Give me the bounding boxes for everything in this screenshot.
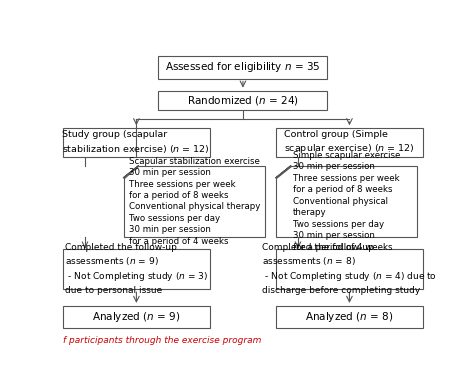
Text: Study group (scapular
stabilization exercise) ($n$ = 12): Study group (scapular stabilization exer… [63,131,210,154]
Text: Completed the follow-up
assessments ($n$ = 8)
 - Not Completing study ($n$ = 4) : Completed the follow-up assessments ($n$… [262,243,437,295]
FancyBboxPatch shape [158,56,328,79]
Text: Simple scapular exercise
30 min per session
Three sessions per week
for a period: Simple scapular exercise 30 min per sess… [293,151,401,251]
Text: Analyzed ($n$ = 8): Analyzed ($n$ = 8) [305,310,393,324]
Polygon shape [124,166,265,237]
FancyBboxPatch shape [63,249,210,289]
Text: Completed the follow-up
assessments ($n$ = 9)
 - Not Completing study ($n$ = 3)
: Completed the follow-up assessments ($n$… [65,243,208,295]
FancyBboxPatch shape [276,128,423,157]
FancyBboxPatch shape [158,91,328,110]
FancyBboxPatch shape [63,306,210,328]
Text: Control group (Simple
scapular exercise) ($n$ = 12): Control group (Simple scapular exercise)… [284,130,415,155]
Text: Randomized ($n$ = 24): Randomized ($n$ = 24) [187,94,299,107]
Text: Scapular stabilization exercise
30 min per session
Three sessions per week
for a: Scapular stabilization exercise 30 min p… [128,157,260,246]
Polygon shape [276,166,418,237]
Text: Assessed for eligibility $n$ = 35: Assessed for eligibility $n$ = 35 [165,60,321,74]
Text: f participants through the exercise program: f participants through the exercise prog… [63,336,261,345]
FancyBboxPatch shape [63,128,210,157]
FancyBboxPatch shape [276,249,423,289]
FancyBboxPatch shape [276,306,423,328]
Text: Analyzed ($n$ = 9): Analyzed ($n$ = 9) [92,310,181,324]
